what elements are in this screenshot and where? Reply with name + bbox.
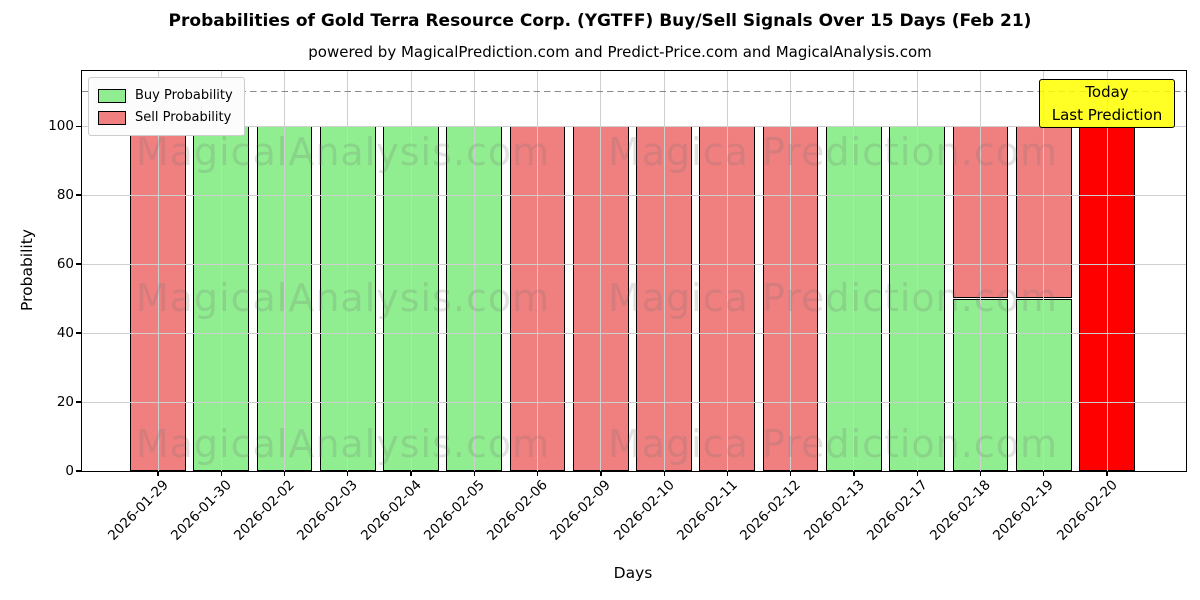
v-gridline [853,71,855,471]
x-tick-label-text: 2026-02-06 [484,477,551,544]
sell-swatch [98,110,126,125]
x-tick-mark [536,471,539,476]
y-tick-mark [75,125,81,127]
x-tick-mark [726,471,729,476]
x-tick-label-text: 2026-02-20 [1053,477,1121,544]
watermark-text: MagicalAnalysis.com [135,276,551,320]
y-tick-label: 40 [56,324,74,341]
today-annotation-line1: Today [1085,83,1129,101]
x-axis-title: Days [613,564,653,582]
y-tick-label: 60 [56,255,74,272]
v-gridline [473,71,475,471]
buy-swatch [98,88,126,103]
x-tick-mark [283,471,286,476]
x-tick-label-text: 2026-02-11 [673,477,741,544]
y-tick-label: 100 [48,117,74,134]
x-tick-mark [853,471,855,476]
watermark-text: Magica Prediction.com [607,276,1059,320]
y-tick-label: 0 [65,462,74,479]
y-tick-mark [75,263,81,265]
h-gridline [82,264,1186,266]
y-tick-mark [75,332,81,334]
chart-subtitle: powered by MagicalPrediction.com and Pre… [308,43,932,61]
legend-label-sell: Sell Probability [135,110,232,125]
x-tick-label-text: 2026-02-18 [927,477,994,544]
y-tick-label: 80 [56,186,74,203]
x-tick-label-text: 2026-02-03 [294,477,362,544]
y-tick-mark [75,401,81,403]
v-gridline [790,71,792,471]
h-gridline [82,333,1186,335]
watermark-text: Magica Prediction.com [607,422,1059,466]
h-gridline [82,402,1186,404]
legend-item-buy: Buy Probability [98,88,233,103]
watermark-text: MagicalAnalysis.com [135,422,551,466]
v-gridline [726,71,728,471]
x-tick-label-text: 2026-02-10 [610,477,678,544]
x-tick-mark [1106,471,1108,476]
v-gridline [1106,71,1108,471]
today-annotation-line2: Last Prediction [1051,105,1163,124]
legend: Buy Probability Sell Probability [88,77,245,136]
v-gridline [347,71,349,471]
x-tick-label-text: 2026-01-29 [104,477,172,544]
today-annotation: Today Last Prediction [1039,79,1175,128]
v-gridline [220,71,222,471]
y-tick-mark [75,194,81,196]
watermark-text: Magica Prediction.com [607,130,1059,174]
x-tick-label-text: 2026-02-19 [990,477,1058,544]
threshold-dashed-line [82,90,1186,93]
v-gridline [980,71,981,471]
x-tick-mark [663,471,665,476]
x-tick-mark [220,471,222,476]
v-gridline [663,71,665,471]
x-tick-mark [790,471,792,476]
x-tick-mark [916,471,918,476]
h-gridline [82,195,1186,197]
x-tick-mark [1043,471,1045,476]
x-tick-label-text: 2026-01-30 [167,477,235,544]
h-gridline [82,126,1186,128]
x-tick-label-text: 2026-02-02 [231,477,298,544]
legend-item-sell: Sell Probability [98,110,233,125]
x-tick-mark [410,471,412,476]
v-gridline [600,71,602,471]
x-tick-label-text: 2026-02-17 [863,477,931,544]
v-gridline [537,71,539,471]
v-gridline [1043,71,1045,471]
x-tick-label-text: 2026-02-05 [420,477,488,544]
x-tick-mark [979,471,982,476]
legend-label-buy: Buy Probability [135,88,233,103]
v-gridline [916,71,918,471]
y-tick-mark [75,470,81,472]
y-tick-label: 20 [56,393,74,410]
x-tick-mark [157,471,159,476]
x-tick-mark [600,471,602,476]
v-gridline [410,71,412,471]
x-tick-mark [347,471,349,476]
x-tick-label-text: 2026-02-13 [800,477,868,544]
v-gridline [284,71,286,471]
watermark-text: MagicalAnalysis.com [135,130,551,174]
x-tick-label-text: 2026-02-09 [547,477,615,544]
v-gridline [157,71,159,471]
x-tick-mark [473,471,475,476]
x-tick-label-text: 2026-02-12 [737,477,805,544]
chart-title: Probabilities of Gold Terra Resource Cor… [168,11,1032,31]
x-tick-label-text: 2026-02-04 [357,477,425,544]
plot-area: MagicalAnalysis.com Magica Prediction.co… [48,70,1187,544]
